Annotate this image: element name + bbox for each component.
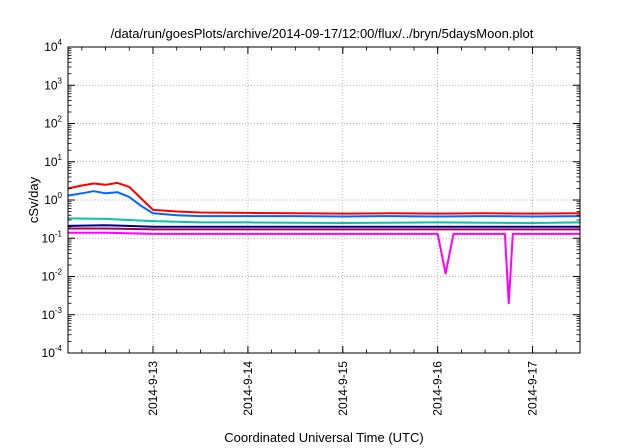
y-tick-label: 100	[44, 191, 62, 207]
axis-ticks	[68, 46, 581, 354]
y-tick-label: 102	[44, 115, 62, 131]
series-line-1	[67, 181, 581, 215]
y-tick-label: 103	[44, 76, 62, 92]
x-tick-label: 2014-9-13	[146, 361, 160, 416]
chart-title: /data/run/goesPlots/archive/2014-09-17/1…	[111, 26, 534, 41]
grid-lines	[68, 47, 580, 353]
series-layer	[67, 181, 581, 305]
x-tick-label: 2014-9-17	[526, 361, 540, 416]
y-tick-label: 104	[44, 38, 62, 54]
series-line-4	[67, 224, 580, 228]
x-tick-labels: 2014-9-13 2014-9-14 2014-9-15 2014-9-16 2014…	[146, 361, 540, 416]
series-line-6	[68, 231, 580, 305]
y-tick-label: 10-4	[42, 344, 63, 360]
y-tick-label: 10-3	[42, 306, 63, 322]
series-line-3	[67, 217, 581, 224]
y-tick-label: 10-1	[42, 229, 63, 245]
x-tick-label: 2014-9-14	[241, 361, 255, 416]
x-tick-label: 2014-9-15	[336, 361, 350, 416]
x-axis-label: Coordinated Universal Time (UTC)	[224, 430, 423, 445]
series-line-2	[67, 190, 581, 218]
y-tick-label: 101	[44, 153, 62, 169]
y-axis-label: cSv/day	[26, 176, 41, 223]
series-line-5	[68, 227, 580, 231]
y-tick-label: 10-2	[42, 268, 63, 284]
y-tick-labels: 10-4 10-3 10-2 10-1 100 101 102 103 104	[42, 38, 63, 360]
x-tick-label: 2014-9-16	[431, 361, 445, 416]
